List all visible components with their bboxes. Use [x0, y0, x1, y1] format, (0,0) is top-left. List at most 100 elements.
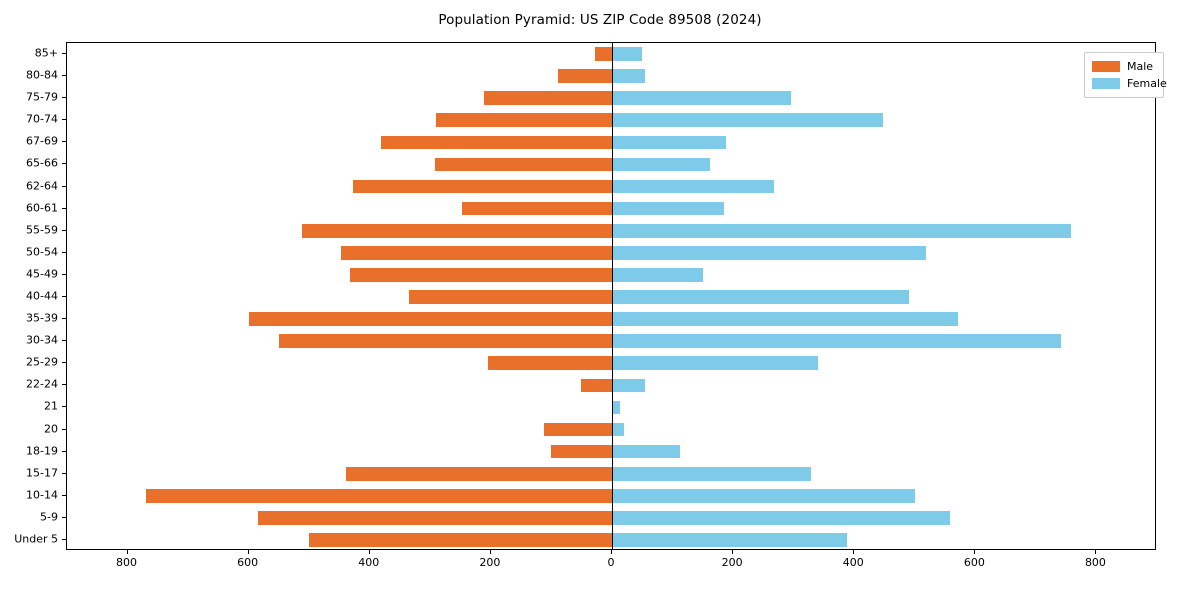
bar-row: [67, 400, 1155, 415]
bar-female: [612, 113, 884, 128]
bar-row: [67, 179, 1155, 194]
legend-label-female: Female: [1127, 77, 1167, 90]
y-axis-tick-label: 50-54: [26, 245, 58, 259]
x-axis-tick-label: 600: [237, 556, 259, 569]
y-axis-tick: [62, 185, 66, 187]
x-axis-tick: [974, 550, 976, 554]
y-axis-tick: [62, 119, 66, 121]
y-axis-tick: [62, 163, 66, 165]
bar-male: [557, 69, 612, 83]
x-axis-tick-label: 600: [963, 556, 985, 569]
y-axis-tick-label: 40-44: [26, 289, 58, 303]
bar-female: [612, 135, 726, 150]
bar-female: [612, 400, 621, 415]
page-title: Population Pyramid: US ZIP Code 89508 (2…: [438, 12, 762, 28]
x-axis-tick: [126, 550, 128, 554]
bar-row: [67, 245, 1155, 260]
y-axis-tick: [62, 362, 66, 364]
legend-entry-female: Female: [1092, 75, 1167, 92]
bar-male: [409, 290, 612, 304]
bar-female: [612, 488, 915, 503]
bar-row: [67, 422, 1155, 437]
bar-female: [612, 422, 625, 437]
x-axis-tick: [611, 550, 612, 554]
bar-row: [67, 466, 1155, 481]
bar-row: [67, 334, 1155, 348]
plot-inner: [67, 43, 1155, 549]
x-axis-tick: [489, 550, 491, 554]
x-axis-tick-label: 800: [116, 556, 138, 569]
bar-row: [67, 378, 1155, 393]
x-axis-tick-label: 200: [721, 556, 743, 569]
bar-female: [612, 533, 847, 547]
y-axis-tick: [62, 97, 66, 99]
y-axis-tick: [62, 251, 66, 253]
x-axis-tick-label: 200: [479, 556, 501, 569]
x-axis-tick: [1095, 550, 1097, 554]
bar-female: [612, 47, 643, 61]
bar-male: [551, 444, 612, 459]
y-axis-tick: [62, 296, 66, 297]
bar-female: [612, 290, 909, 304]
y-axis-tick: [62, 494, 66, 496]
y-axis-tick-label: 30-34: [26, 333, 58, 347]
y-axis-tick-label: 70-74: [26, 112, 58, 126]
y-axis-tick: [62, 428, 66, 430]
bar-row: [67, 488, 1155, 503]
bar-male: [487, 356, 612, 371]
bar-female: [612, 201, 725, 216]
bar-male: [345, 466, 612, 481]
bar-female: [612, 334, 1062, 348]
bar-male: [350, 268, 612, 282]
zero-axis-line: [612, 43, 613, 549]
bar-female: [612, 312, 959, 326]
y-axis-tick: [62, 141, 66, 143]
y-axis-tick-label: 20: [44, 422, 58, 436]
y-axis-tick: [62, 450, 66, 452]
x-axis-tick: [247, 550, 249, 554]
x-axis-tick-label: 0: [607, 556, 615, 569]
bar-row: [67, 69, 1155, 83]
y-axis-tick-label: 5-9: [40, 510, 58, 524]
y-axis-tick: [62, 207, 66, 209]
y-axis-tick-label: 15-17: [26, 466, 58, 480]
y-axis-tick-label: 65-66: [26, 156, 58, 170]
y-axis-tick-label: 55-59: [26, 223, 58, 237]
bar-row: [67, 356, 1155, 371]
x-axis-tick: [732, 550, 734, 554]
bar-female: [612, 69, 645, 83]
bar-female: [612, 444, 680, 459]
y-axis-tick: [62, 406, 66, 408]
y-axis-tick: [62, 75, 66, 77]
y-axis-tick-label: 67-69: [26, 134, 58, 148]
bar-male: [483, 91, 612, 106]
y-axis-tick: [62, 538, 66, 540]
bar-female: [612, 245, 926, 260]
bar-male: [595, 47, 612, 61]
y-axis-tick: [62, 472, 66, 474]
y-axis-tick: [62, 53, 66, 55]
bar-row: [67, 157, 1155, 172]
y-axis-tick-label: 60-61: [26, 201, 58, 215]
bar-row: [67, 201, 1155, 216]
plot-area: [66, 42, 1156, 550]
bar-row: [67, 47, 1155, 61]
y-axis-tick: [62, 273, 66, 275]
x-axis-tick-label: 400: [358, 556, 380, 569]
bar-male: [435, 157, 612, 172]
bar-row: [67, 290, 1155, 304]
bar-female: [612, 466, 811, 481]
bar-female: [612, 511, 950, 525]
bar-row: [67, 113, 1155, 128]
y-axis-tick-label: 80-84: [26, 68, 58, 82]
bar-row: [67, 312, 1155, 326]
bar-male: [380, 135, 612, 150]
y-axis-tick-label: 21: [44, 399, 58, 413]
bar-female: [612, 157, 711, 172]
bar-male: [352, 179, 612, 194]
legend-entry-male: Male: [1092, 58, 1156, 75]
bar-female: [612, 179, 775, 194]
bar-male: [580, 378, 612, 393]
bar-row: [67, 91, 1155, 106]
